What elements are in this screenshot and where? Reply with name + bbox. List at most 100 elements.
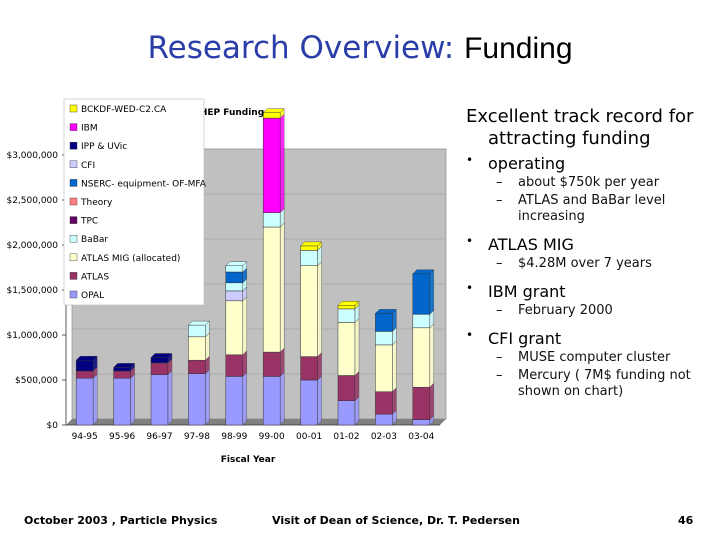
sub-bullet-text: ATLAS and BaBar level increasing <box>518 193 666 224</box>
bar-segment <box>225 290 244 302</box>
x-tick-label: 99-00 <box>259 432 285 442</box>
sub-bullet-dash: – <box>496 303 503 318</box>
legend: BCKDF-WED-C2.CA IBM IPP & UVic CFI NSERC- eq… <box>63 98 207 306</box>
legend-item: ATLAS MIG (allocated) <box>69 253 180 264</box>
sub-bullet-text: February 2000 <box>518 303 613 318</box>
y-tick-label: $3,000,000 <box>6 151 58 161</box>
bar-segment <box>225 282 244 292</box>
x-tick-label: 03-04 <box>408 432 434 442</box>
legend-swatch <box>69 216 78 224</box>
bullet-item: • IBM grant <box>466 281 716 301</box>
bar-segment <box>150 374 169 426</box>
bar-segment <box>375 413 393 426</box>
x-tick-label: 95-96 <box>109 432 135 442</box>
legend-swatch <box>69 290 78 299</box>
legend-label: BaBar <box>81 235 108 245</box>
sub-bullet-dash: – <box>496 256 503 271</box>
bullet-heading: Excellent track record for attracting fu… <box>466 106 694 149</box>
bar-segment <box>412 273 431 315</box>
bar-segment <box>262 117 281 213</box>
bar-side <box>354 396 360 426</box>
legend-item: IBM <box>69 123 98 134</box>
bar-segment <box>412 419 431 426</box>
legend-swatch <box>69 197 78 206</box>
bar-segment <box>300 379 318 426</box>
legend-item: TPC <box>69 216 98 227</box>
sub-bullet-text: MUSE computer cluster <box>518 350 671 365</box>
bar-segment <box>150 357 169 364</box>
bullet-text: operating <box>488 154 566 173</box>
bar-top <box>225 261 248 266</box>
bar-side <box>354 317 360 376</box>
legend-label: OPAL <box>81 291 104 301</box>
bar-side <box>280 371 285 426</box>
legend-label: TPC <box>80 217 98 227</box>
legend-swatch <box>69 179 78 187</box>
bar-top <box>374 309 397 314</box>
sub-bullet: – about $750k per year <box>466 175 716 191</box>
legend-box <box>63 98 205 306</box>
bar-side <box>280 113 285 214</box>
sub-bullet-text: Mercury ( 7M$ funding not shown on chart… <box>518 368 691 399</box>
bar-top <box>337 301 360 306</box>
legend-swatch <box>69 104 78 113</box>
bar-side <box>317 375 322 426</box>
bar-side <box>130 373 135 426</box>
x-tick-label: 00-01 <box>296 432 322 442</box>
bar-segment <box>113 377 131 426</box>
bar-top <box>300 241 323 247</box>
bullet-item: • CFI grant <box>466 328 716 348</box>
bar-side <box>242 371 248 426</box>
legend-label: CFI <box>81 161 95 171</box>
bar-segment <box>375 331 393 346</box>
sub-bullet-dash: – <box>496 193 503 208</box>
bar-side <box>242 296 248 356</box>
sub-bullet-text: $4.28M over 7 years <box>518 256 652 271</box>
legend-label: ATLAS <box>81 272 109 282</box>
bar-segment <box>225 300 244 356</box>
legend-item: OPAL <box>69 290 104 301</box>
bar-segment <box>225 265 244 273</box>
bar-segment <box>225 271 244 284</box>
x-axis-title: Fiscal Year <box>221 455 276 465</box>
bar-segment <box>188 324 206 338</box>
x-tick-label: 94-95 <box>72 432 98 442</box>
bar-side <box>429 323 434 388</box>
y-tick-label: $0 <box>47 421 59 431</box>
x-tick-label: 97-98 <box>184 432 210 442</box>
bar-segment <box>188 373 206 426</box>
bar-side <box>392 340 397 393</box>
bar-segment <box>75 359 94 372</box>
bullet-text: ATLAS MIG <box>488 235 574 254</box>
legend-swatch <box>69 123 78 131</box>
legend-item: NSERC- equipment- OF-MFA <box>69 179 207 189</box>
bullet-dot: • <box>466 281 474 295</box>
bullet-item: • ATLAS MIG <box>466 234 716 254</box>
bar-top <box>187 320 210 326</box>
footer-left: October 2003 , Particle Physics <box>24 514 218 527</box>
bar-segment <box>262 212 281 228</box>
slide-title: Research Overview: Funding <box>0 30 720 66</box>
legend-swatch <box>69 253 78 262</box>
bullet-items: • operating – about $750k per year – ATLAS an… <box>466 153 716 400</box>
legend-label: Theory <box>80 198 113 208</box>
footer-center: Visit of Dean of Science, Dr. T. Pederse… <box>272 514 520 527</box>
legend-item: BaBar <box>69 234 108 245</box>
sub-bullet-text: about $750k per year <box>518 175 660 190</box>
sub-bullet: – ATLAS and BaBar level increasing <box>466 193 716 225</box>
chart-title: HEP Funding <box>200 108 264 118</box>
y-tick-label: $1,000,000 <box>6 331 58 341</box>
x-tick-label: 01-02 <box>333 432 359 442</box>
bullet-dot: • <box>466 328 474 342</box>
bar-side <box>92 373 98 426</box>
bar-side <box>242 350 248 377</box>
bar-side <box>205 332 210 361</box>
slide-title-main: Research Overview: <box>147 30 455 66</box>
bar-segment <box>300 265 318 357</box>
bar-segment <box>113 367 131 372</box>
y-tick-label: $500,000 <box>15 376 58 386</box>
bar-side <box>317 352 322 381</box>
legend-label: NSERC- equipment- OF-MFA <box>81 179 207 189</box>
bar-segment <box>375 313 393 332</box>
legend-label: IBM <box>81 124 98 134</box>
